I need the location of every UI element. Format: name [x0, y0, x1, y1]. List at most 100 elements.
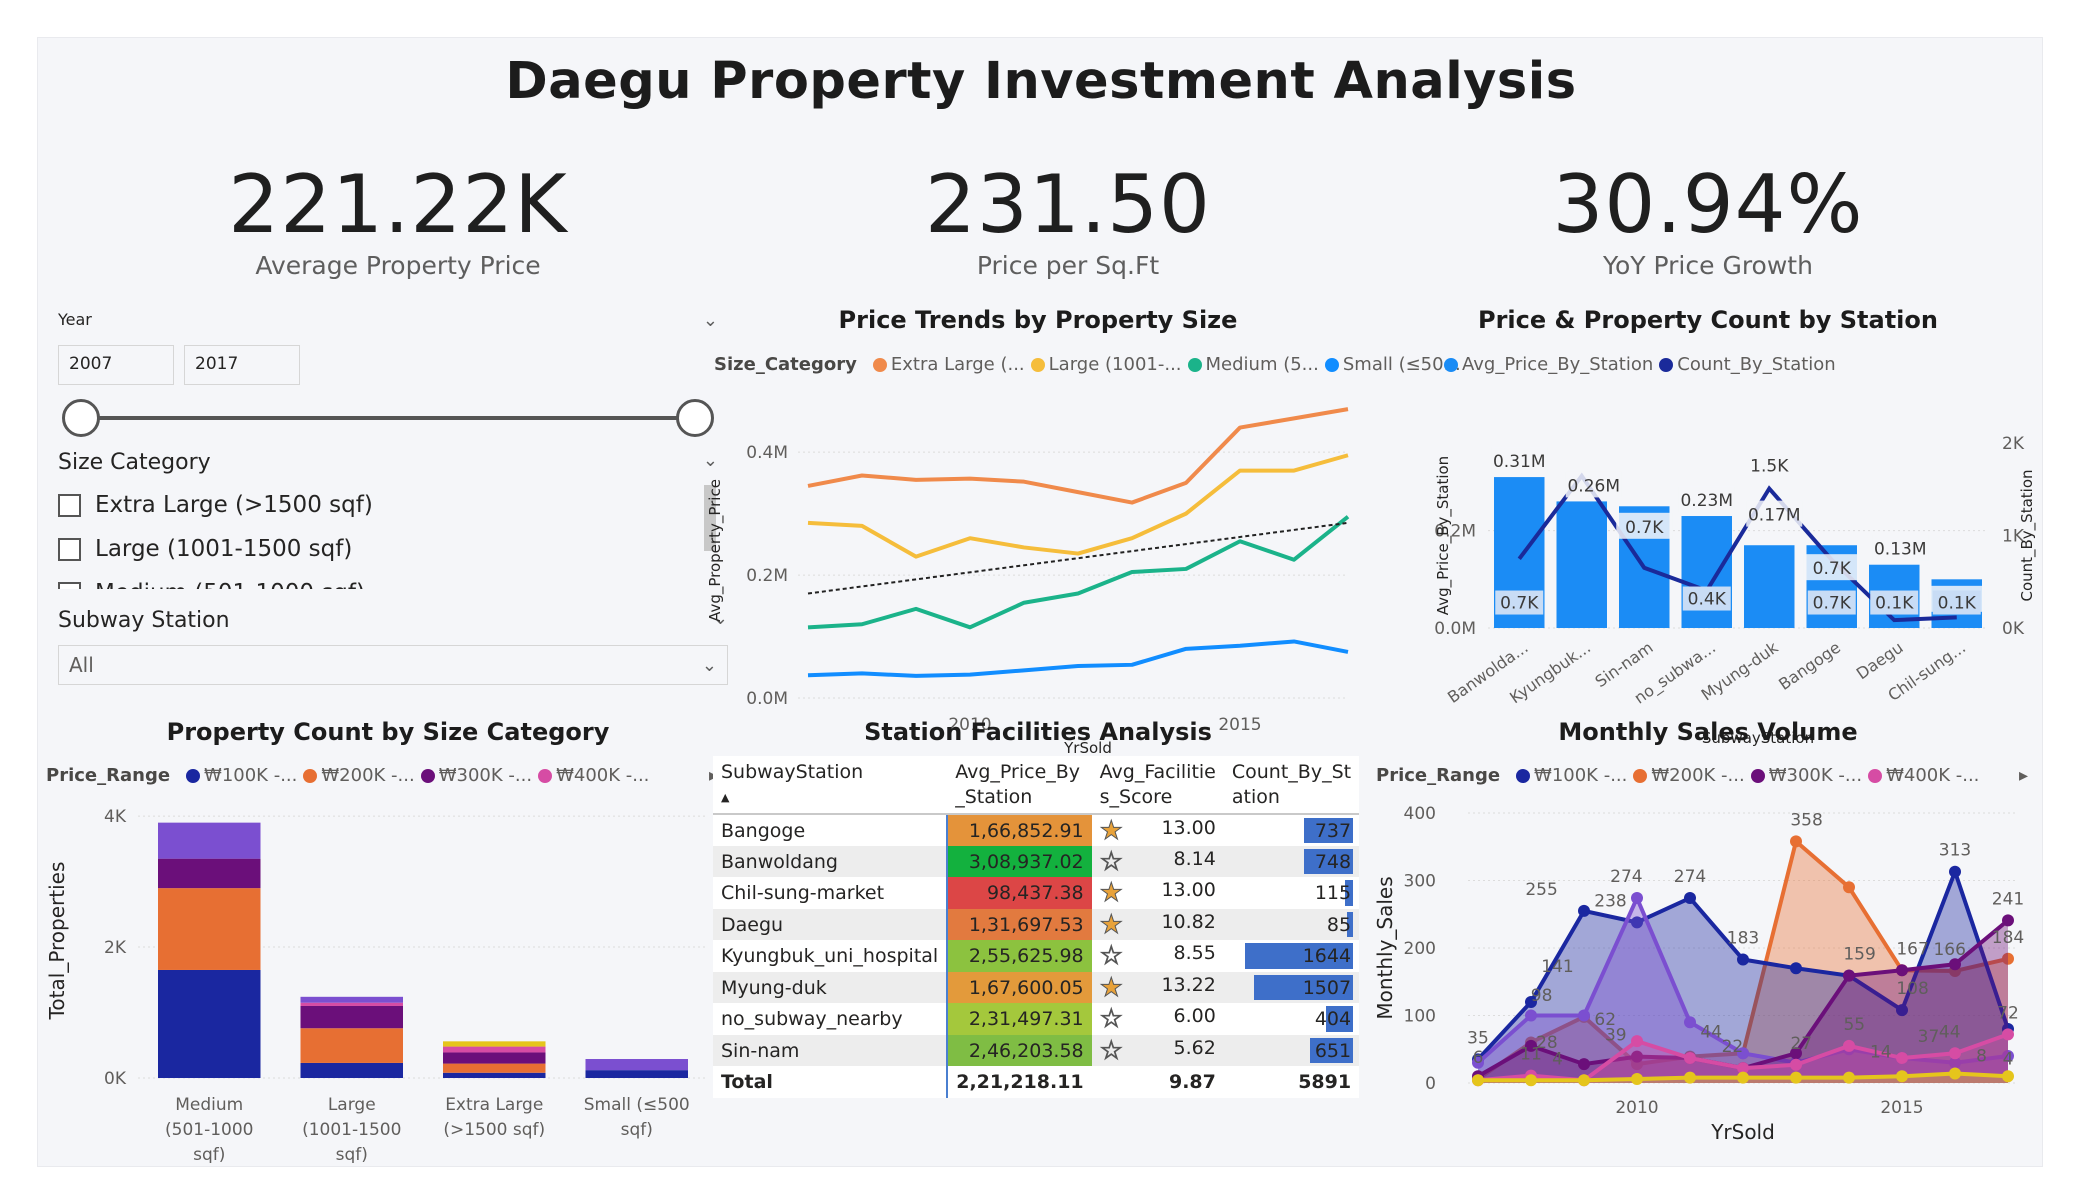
column-header-station[interactable]: SubwayStation ▲: [713, 756, 948, 816]
data-label: 274: [1674, 867, 1706, 887]
star-filled-icon: ★: [1099, 815, 1123, 846]
data-point: [1578, 904, 1590, 917]
checkbox[interactable]: [58, 537, 81, 561]
table-row[interactable]: Daegu 1,31,697.53 ★ 10.82 85: [713, 908, 1360, 941]
legend-item[interactable]: Avg_Price_By_Station: [1462, 354, 1654, 375]
slider-handle-start[interactable]: [62, 399, 100, 437]
legend-item[interactable]: ₩400K -...: [556, 765, 650, 786]
legend-next-icon[interactable]: ▸: [2018, 765, 2028, 786]
data-label: 0.13M: [1872, 534, 1929, 561]
data-point: [2002, 1028, 2014, 1041]
data-label-bg: [1872, 534, 1929, 561]
x-tick-label: Extra Large: [445, 1095, 543, 1115]
data-point: [1949, 1056, 1961, 1069]
column-header-score[interactable]: Avg_Facilitie s_Score: [1091, 756, 1224, 816]
scrollbar[interactable]: [704, 485, 716, 551]
table-row[interactable]: no_subway_nearby 2,31,497.31 ☆ 6.00 404: [713, 1003, 1359, 1035]
year-to-input[interactable]: 2017: [184, 345, 300, 385]
data-point: [1790, 1058, 1802, 1071]
table-row[interactable]: Sin-nam 2,46,203.58 ☆ 5.62 651: [713, 1034, 1360, 1067]
cell-station: Daegu: [713, 908, 948, 941]
table-row[interactable]: Kyungbuk_uni_hospital 2,55,625.98 ☆ 8.55 164…: [713, 940, 1359, 972]
count-label-bg: [1870, 590, 1919, 615]
y2-tick-label: 2K: [2002, 434, 2025, 454]
data-label: 14: [1870, 1043, 1892, 1063]
year-from-input[interactable]: 2007: [58, 345, 174, 385]
data-label: 313: [1939, 841, 1971, 861]
count-label-text: 0.1K: [1938, 594, 1977, 614]
legend-item[interactable]: ₩300K -...: [1768, 765, 1863, 786]
kpi-yoy-growth: 30.94% YoY Price Growth: [1388, 158, 2028, 280]
bar-segment: [158, 969, 261, 1078]
data-point: [1896, 964, 1908, 977]
kpi-price-per-sqft: 231.50 Price per Sq.Ft: [748, 158, 1388, 280]
legend-item[interactable]: ₩300K -...: [438, 765, 533, 786]
x-axis-title: YrSold: [1063, 739, 1112, 753]
chevron-down-icon[interactable]: ⌄: [712, 608, 728, 629]
chevron-down-icon[interactable]: ⌄: [702, 450, 718, 471]
column-header-price[interactable]: Avg_Price_By _Station: [947, 756, 1092, 816]
chevron-down-icon[interactable]: ⌄: [702, 310, 718, 331]
legend-item[interactable]: Large (1001-...: [1048, 354, 1182, 375]
bar-segment: [443, 1041, 546, 1047]
star-outline-icon: ☆: [1099, 941, 1123, 972]
data-bar: [1345, 880, 1354, 906]
legend-item[interactable]: Small (≤50...: [1342, 354, 1461, 375]
checkbox[interactable]: [58, 581, 81, 589]
legend-marker: [1868, 768, 1883, 783]
data-label: 0.17M: [1746, 500, 1803, 527]
legend-item[interactable]: ₩100K -...: [204, 765, 298, 786]
table-row[interactable]: Banwoldang 3,08,937.02 ☆ 8.14 748: [713, 845, 1360, 878]
table-row[interactable]: Chil-sung-market 98,437.38 ★ 13.00 115: [713, 877, 1359, 909]
data-point: [1578, 1074, 1590, 1087]
data-point: [1472, 1074, 1484, 1087]
data-point: [1631, 892, 1643, 905]
legend-item[interactable]: Medium (5...: [1205, 354, 1319, 375]
table-row[interactable]: Myung-duk 1,67,600.05 ★ 13.22 1507: [713, 971, 1360, 1004]
x-tick-label: 2010: [1615, 1098, 1658, 1118]
legend-item[interactable]: ₩200K -...: [321, 765, 415, 786]
x-tick-label: 2010: [948, 715, 991, 735]
size-option[interactable]: Large (1001-1500 sqf): [58, 527, 718, 571]
station-dropdown[interactable]: All ⌄: [58, 645, 728, 685]
data-bar: [1253, 974, 1354, 1001]
legend-item[interactable]: Count_By_Station: [1677, 354, 1836, 375]
size-options-list: Extra Large (>1500 sqf) Large (1001-1500…: [58, 483, 718, 589]
size-option[interactable]: Medium (501-1000 sqf): [58, 571, 718, 589]
y-tick-label: 400: [1404, 804, 1436, 824]
legend-item[interactable]: ₩100K -...: [1534, 765, 1628, 786]
data-label: 4: [1552, 1049, 1563, 1069]
data-point: [2002, 1070, 2014, 1083]
cell-count: 404: [1314, 1006, 1354, 1032]
data-point: [1525, 996, 1537, 1008]
star-outline-icon: ☆: [1099, 1004, 1123, 1035]
cell-station: Kyungbuk_uni_hospital: [721, 945, 939, 968]
cell-count: 115: [1314, 880, 1354, 906]
data-label-text: 0.7K: [1625, 518, 1664, 538]
y-tick-label: 2K: [104, 938, 127, 958]
size-option[interactable]: Extra Large (>1500 sqf): [58, 483, 718, 527]
y-tick-label: 0.2M: [746, 566, 788, 586]
year-range-slider[interactable]: [58, 393, 718, 443]
table-row[interactable]: Bangoge 1,66,852.91 ★ 13.00 737: [713, 814, 1359, 846]
legend-marker: [872, 357, 887, 372]
data-point: [1896, 1070, 1908, 1083]
slider-handle-end[interactable]: [676, 399, 714, 437]
column-header-count[interactable]: Count_By_St ation: [1223, 756, 1360, 816]
legend-item[interactable]: Extra Large (...: [890, 354, 1025, 375]
legend-marker: [303, 768, 318, 783]
x-tick-label: (1001-1500: [302, 1120, 401, 1140]
data-label-text: 0.17M: [1748, 506, 1801, 526]
data-bar: [1303, 848, 1354, 875]
bar-segment: [300, 1062, 403, 1078]
checkbox[interactable]: [58, 493, 81, 517]
legend-marker: [1187, 357, 1202, 372]
legend-item[interactable]: ₩400K -...: [1886, 765, 1980, 786]
series-line-large: [807, 453, 1349, 559]
x-tick-label: sqf): [336, 1145, 368, 1163]
legend-item[interactable]: ₩200K -...: [1651, 765, 1745, 786]
data-label-bg: [1746, 500, 1803, 527]
data-label-text: 0.31M: [1493, 452, 1546, 472]
data-point: [1843, 1071, 1855, 1084]
legend-title: Price_Range: [46, 765, 171, 786]
